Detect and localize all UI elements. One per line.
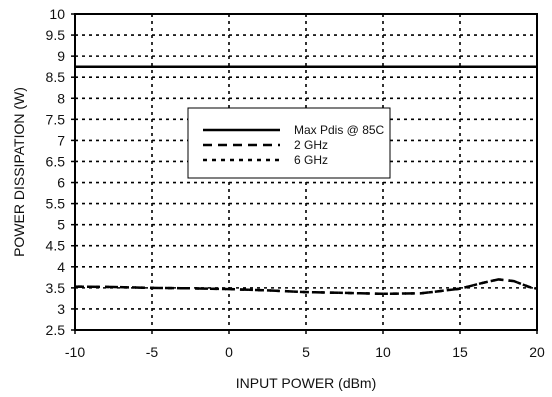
y-axis-title: POWER DISSIPATION (W) bbox=[11, 87, 27, 257]
y-tick-label: 5 bbox=[57, 217, 65, 233]
x-tick-label: 5 bbox=[302, 344, 310, 360]
y-tick-label: 4.5 bbox=[46, 238, 66, 254]
x-tick-label: 20 bbox=[529, 344, 545, 360]
y-tick-label: 7.5 bbox=[46, 111, 66, 127]
legend-label: Max Pdis @ 85C bbox=[294, 123, 385, 137]
x-tick-label: 15 bbox=[452, 344, 468, 360]
x-tick-label: 10 bbox=[375, 344, 391, 360]
y-tick-label: 4 bbox=[57, 259, 65, 275]
x-axis-ticks: -10 -5 0 5 10 15 20 bbox=[65, 330, 545, 360]
x-tick-label: -5 bbox=[146, 344, 159, 360]
y-axis-ticks: 2.5 3 3.5 4 4.5 5 5.5 6 6.5 7 7.5 8 8.5 9 9.5 10 bbox=[46, 6, 75, 338]
y-tick-label: 6 bbox=[57, 175, 65, 191]
x-tick-label: -10 bbox=[65, 344, 85, 360]
y-tick-label: 2.5 bbox=[46, 322, 66, 338]
y-tick-label: 5.5 bbox=[46, 196, 66, 212]
grid bbox=[75, 14, 537, 330]
x-axis-title: INPUT POWER (dBm) bbox=[236, 375, 377, 391]
legend-box bbox=[187, 107, 391, 179]
y-tick-label: 8 bbox=[57, 90, 65, 106]
y-tick-label: 9.5 bbox=[46, 27, 66, 43]
y-tick-label: 6.5 bbox=[46, 153, 66, 169]
y-tick-label: 10 bbox=[49, 6, 65, 22]
y-tick-label: 9 bbox=[57, 48, 65, 64]
y-tick-label: 3 bbox=[57, 301, 65, 317]
y-tick-label: 3.5 bbox=[46, 280, 66, 296]
legend-label: 6 GHz bbox=[294, 153, 328, 167]
series-group bbox=[74, 65, 538, 296]
y-tick-label: 8.5 bbox=[46, 69, 66, 85]
x-tick-label: 0 bbox=[225, 344, 233, 360]
y-tick-label: 7 bbox=[57, 132, 65, 148]
series-line-dotted bbox=[74, 278, 538, 296]
legend-label: 2 GHz bbox=[294, 138, 328, 152]
